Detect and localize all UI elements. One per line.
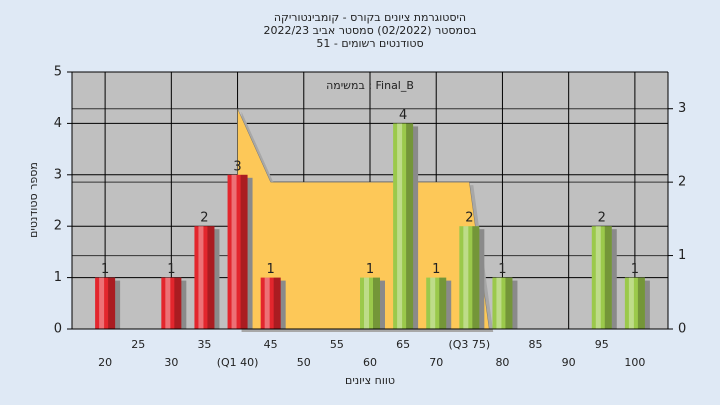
x-tick-label: (Q3 75) bbox=[448, 338, 490, 351]
y-tick-label: 4 bbox=[54, 116, 62, 131]
bar-highlight bbox=[99, 277, 105, 329]
bar bbox=[227, 174, 248, 329]
y-tick-label: 0 bbox=[54, 322, 62, 337]
data-label: 4 bbox=[399, 108, 407, 123]
bar-highlight bbox=[430, 277, 436, 329]
bar bbox=[360, 277, 380, 329]
x-tick-label: 20 bbox=[98, 356, 112, 369]
bar-shade bbox=[604, 226, 612, 329]
y-tick-label: 3 bbox=[54, 167, 62, 182]
bar bbox=[624, 277, 645, 329]
bar-highlight bbox=[496, 277, 502, 329]
y2-tick-label: 2 bbox=[678, 175, 686, 190]
y-axis-label: מספר סטודנטים bbox=[27, 162, 40, 238]
bar-shade bbox=[439, 277, 447, 329]
bar bbox=[492, 277, 513, 329]
data-label: 1 bbox=[101, 262, 109, 277]
bar-highlight bbox=[628, 277, 634, 329]
x-tick-label: 65 bbox=[396, 338, 410, 351]
data-label: 2 bbox=[465, 211, 473, 226]
data-label: 3 bbox=[233, 159, 241, 174]
bar bbox=[95, 277, 116, 329]
bar-shade bbox=[240, 174, 248, 329]
bar-highlight bbox=[397, 123, 403, 330]
data-label: 2 bbox=[598, 211, 606, 226]
x-tick-label: 70 bbox=[429, 356, 443, 369]
bar-shade bbox=[637, 277, 645, 329]
data-label: 1 bbox=[167, 262, 175, 277]
chart-subtitle: בסמסטר (02/2022) סמסטר אביב 2022/23 bbox=[263, 24, 476, 37]
x-tick-label: (Q1 40) bbox=[217, 356, 259, 369]
chart-title: היסטוגרמת ציונים בקורס - קומבינטוריקה bbox=[274, 11, 466, 24]
x-tick-label: 95 bbox=[595, 338, 609, 351]
x-tick-label: 45 bbox=[264, 338, 278, 351]
data-label: 1 bbox=[498, 262, 506, 277]
bar-highlight bbox=[595, 226, 601, 329]
bar-shade bbox=[108, 277, 116, 329]
bar-shade bbox=[373, 277, 380, 329]
bar-highlight bbox=[198, 226, 204, 329]
bar-shade bbox=[406, 123, 414, 330]
bar-highlight bbox=[463, 226, 469, 329]
bar-shade bbox=[505, 277, 513, 329]
bar-highlight bbox=[364, 277, 369, 329]
bar-highlight bbox=[231, 174, 237, 329]
bar-highlight bbox=[264, 277, 270, 329]
x-axis-label: טווח ציונים bbox=[345, 374, 395, 387]
x-tick-label: 30 bbox=[164, 356, 178, 369]
data-label: 1 bbox=[366, 262, 374, 277]
bar bbox=[194, 226, 215, 329]
data-label: 1 bbox=[631, 262, 639, 277]
x-tick-label: 50 bbox=[297, 356, 311, 369]
bar bbox=[591, 226, 612, 329]
chart-subtitle: סטודנטים רשומים - 51 bbox=[316, 37, 423, 50]
x-tick-label: 90 bbox=[562, 356, 576, 369]
bar-shade bbox=[273, 277, 281, 329]
y-tick-label: 5 bbox=[54, 65, 62, 80]
x-tick-label: 60 bbox=[363, 356, 377, 369]
bar-shade bbox=[174, 277, 182, 329]
bar bbox=[393, 123, 414, 330]
bar bbox=[426, 277, 447, 329]
x-tick-label: 100 bbox=[624, 356, 645, 369]
x-tick-label: 85 bbox=[529, 338, 543, 351]
bar-shade bbox=[472, 226, 480, 329]
bar-highlight bbox=[165, 277, 171, 329]
x-tick-label: 25 bbox=[131, 338, 145, 351]
bar bbox=[161, 277, 182, 329]
y2-tick-label: 1 bbox=[678, 248, 686, 263]
y2-tick-label: 3 bbox=[678, 101, 686, 116]
data-label: 2 bbox=[200, 211, 208, 226]
bar bbox=[260, 277, 281, 329]
x-tick-label: 55 bbox=[330, 338, 344, 351]
y2-tick-label: 0 bbox=[678, 322, 686, 337]
x-tick-label: 35 bbox=[197, 338, 211, 351]
data-label: 1 bbox=[267, 262, 275, 277]
bar-shade bbox=[207, 226, 215, 329]
y-tick-label: 2 bbox=[54, 219, 62, 234]
data-label: 1 bbox=[432, 262, 440, 277]
x-tick-label: 80 bbox=[495, 356, 509, 369]
bar bbox=[459, 226, 480, 329]
y-tick-label: 1 bbox=[54, 270, 62, 285]
